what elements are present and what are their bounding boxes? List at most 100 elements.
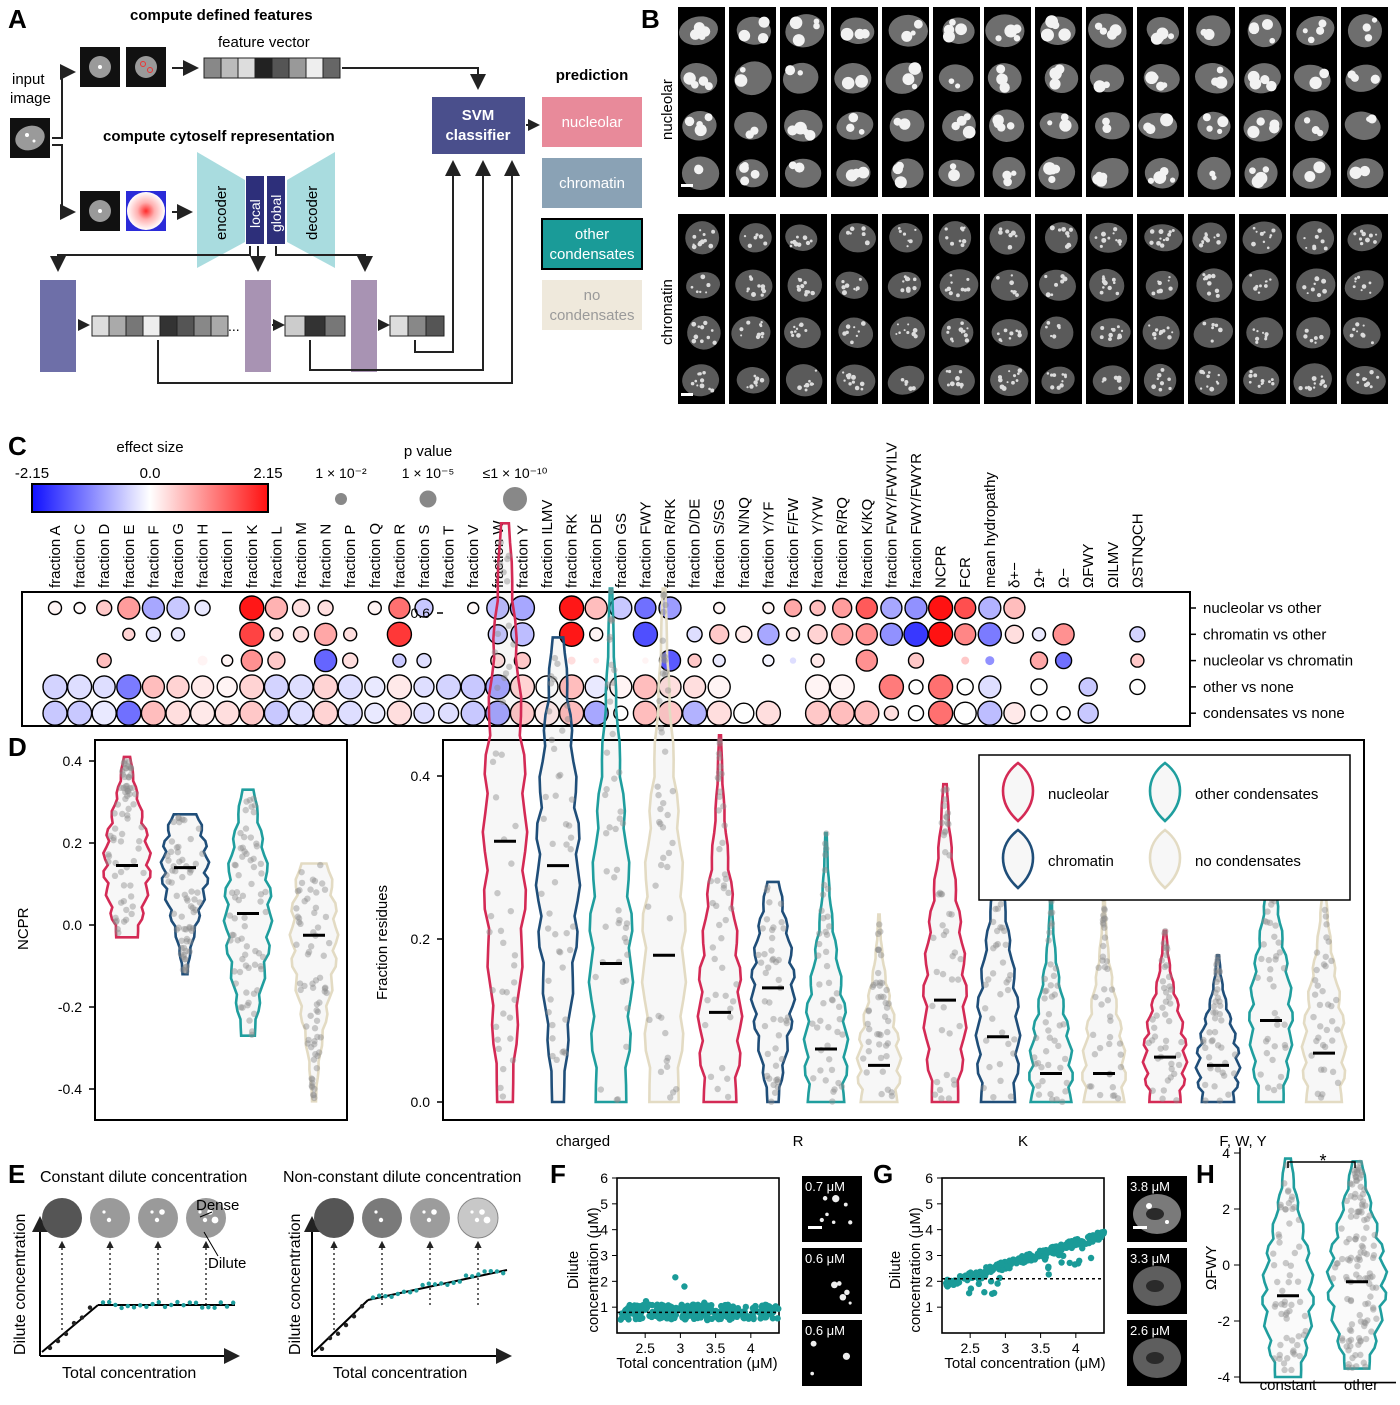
cell-puncta bbox=[704, 82, 713, 91]
ncpr-frame bbox=[94, 739, 348, 1121]
data-point bbox=[131, 1305, 137, 1310]
data-point bbox=[865, 1025, 873, 1033]
data-point bbox=[182, 926, 190, 933]
data-point bbox=[243, 850, 250, 858]
data-point bbox=[1347, 1254, 1355, 1261]
cell-puncta bbox=[690, 285, 694, 289]
cell-puncta bbox=[691, 244, 697, 250]
heatmap-dot bbox=[317, 599, 334, 617]
data-point bbox=[1032, 1255, 1039, 1262]
cell-puncta bbox=[699, 383, 705, 389]
heatmap-dot bbox=[584, 596, 608, 620]
cell-puncta bbox=[910, 30, 916, 36]
data-point bbox=[951, 1081, 958, 1088]
data-point bbox=[132, 790, 139, 798]
legend-violin-icon bbox=[1148, 828, 1182, 890]
cell-puncta bbox=[1050, 385, 1055, 390]
data-point bbox=[712, 991, 719, 999]
heatmap-column-label: fraction DE bbox=[588, 514, 605, 588]
ytick-label: 0.0 bbox=[411, 1094, 431, 1110]
data-point bbox=[1212, 1009, 1219, 1016]
legend-box bbox=[978, 754, 1351, 901]
data-point bbox=[242, 806, 249, 814]
prediction-box bbox=[541, 218, 643, 270]
cell-puncta bbox=[694, 124, 707, 137]
data-point bbox=[1283, 1161, 1290, 1169]
data-point bbox=[1286, 1220, 1293, 1227]
data-point bbox=[940, 931, 948, 939]
dense-droplet bbox=[474, 1217, 480, 1223]
data-point bbox=[250, 863, 258, 871]
cell-puncta bbox=[810, 1371, 815, 1376]
data-point bbox=[604, 681, 612, 688]
heatmap-dot bbox=[240, 649, 264, 672]
heatmap-dot bbox=[1029, 651, 1049, 670]
data-point bbox=[1324, 1001, 1332, 1008]
data-point bbox=[942, 928, 950, 935]
cell-puncta bbox=[958, 370, 963, 374]
data-point bbox=[1356, 1174, 1363, 1182]
prediction-box bbox=[542, 158, 642, 208]
cell-puncta bbox=[854, 385, 860, 391]
cell-puncta bbox=[1251, 175, 1265, 189]
data-point bbox=[720, 803, 727, 810]
cell-puncta bbox=[1323, 384, 1328, 389]
data-point bbox=[616, 769, 623, 776]
data-point bbox=[293, 941, 300, 948]
data-point bbox=[1359, 1191, 1367, 1198]
cell-puncta bbox=[1049, 78, 1061, 90]
cell-puncta bbox=[1157, 280, 1160, 283]
data-point bbox=[1314, 1090, 1322, 1098]
cell-puncta bbox=[809, 382, 814, 386]
data-point bbox=[1295, 1333, 1302, 1340]
data-point bbox=[766, 899, 773, 906]
data-point bbox=[740, 1314, 747, 1321]
data-point bbox=[1286, 1307, 1293, 1315]
data-point bbox=[560, 1048, 568, 1055]
data-point bbox=[946, 910, 953, 918]
heatmap-dot bbox=[96, 652, 112, 669]
svm-box bbox=[432, 97, 525, 154]
data-point bbox=[165, 878, 172, 885]
data-point bbox=[716, 921, 723, 929]
data-point bbox=[1347, 1342, 1354, 1350]
cell-puncta bbox=[996, 275, 1000, 280]
data-point bbox=[105, 858, 112, 865]
data-point bbox=[245, 964, 252, 972]
data-point bbox=[1353, 1167, 1361, 1174]
cell-puncta bbox=[998, 338, 1002, 342]
data-point bbox=[498, 751, 505, 758]
data-point bbox=[312, 1050, 319, 1058]
heatmap-dot bbox=[269, 627, 284, 642]
data-point bbox=[1056, 1022, 1063, 1029]
cell-puncta bbox=[841, 290, 847, 296]
data-point bbox=[1320, 1066, 1328, 1073]
data-point bbox=[176, 858, 183, 865]
data-point bbox=[1329, 1037, 1336, 1044]
heatmap-dot bbox=[116, 674, 142, 700]
cell-puncta bbox=[1320, 239, 1325, 244]
data-point bbox=[755, 951, 762, 959]
data-point bbox=[661, 591, 668, 598]
data-point bbox=[712, 1311, 719, 1319]
cell-puncta bbox=[897, 227, 901, 230]
data-point bbox=[511, 996, 518, 1003]
data-point bbox=[990, 945, 997, 952]
data-point bbox=[313, 1001, 321, 1008]
data-point bbox=[1283, 1315, 1290, 1322]
data-point bbox=[770, 1015, 777, 1023]
cell-puncta bbox=[1168, 386, 1172, 391]
cell-puncta bbox=[740, 176, 750, 186]
data-point bbox=[239, 844, 246, 851]
data-point bbox=[602, 923, 609, 930]
data-point bbox=[729, 998, 737, 1005]
data-point bbox=[592, 973, 599, 981]
data-point bbox=[432, 1282, 438, 1287]
data-point bbox=[257, 891, 265, 898]
image-concentration-label: 2.6 μM bbox=[1130, 1323, 1170, 1338]
data-point bbox=[721, 822, 728, 829]
data-point bbox=[722, 875, 730, 883]
data-point bbox=[838, 1083, 846, 1090]
cell-puncta bbox=[960, 321, 964, 325]
data-point bbox=[1357, 1338, 1364, 1345]
